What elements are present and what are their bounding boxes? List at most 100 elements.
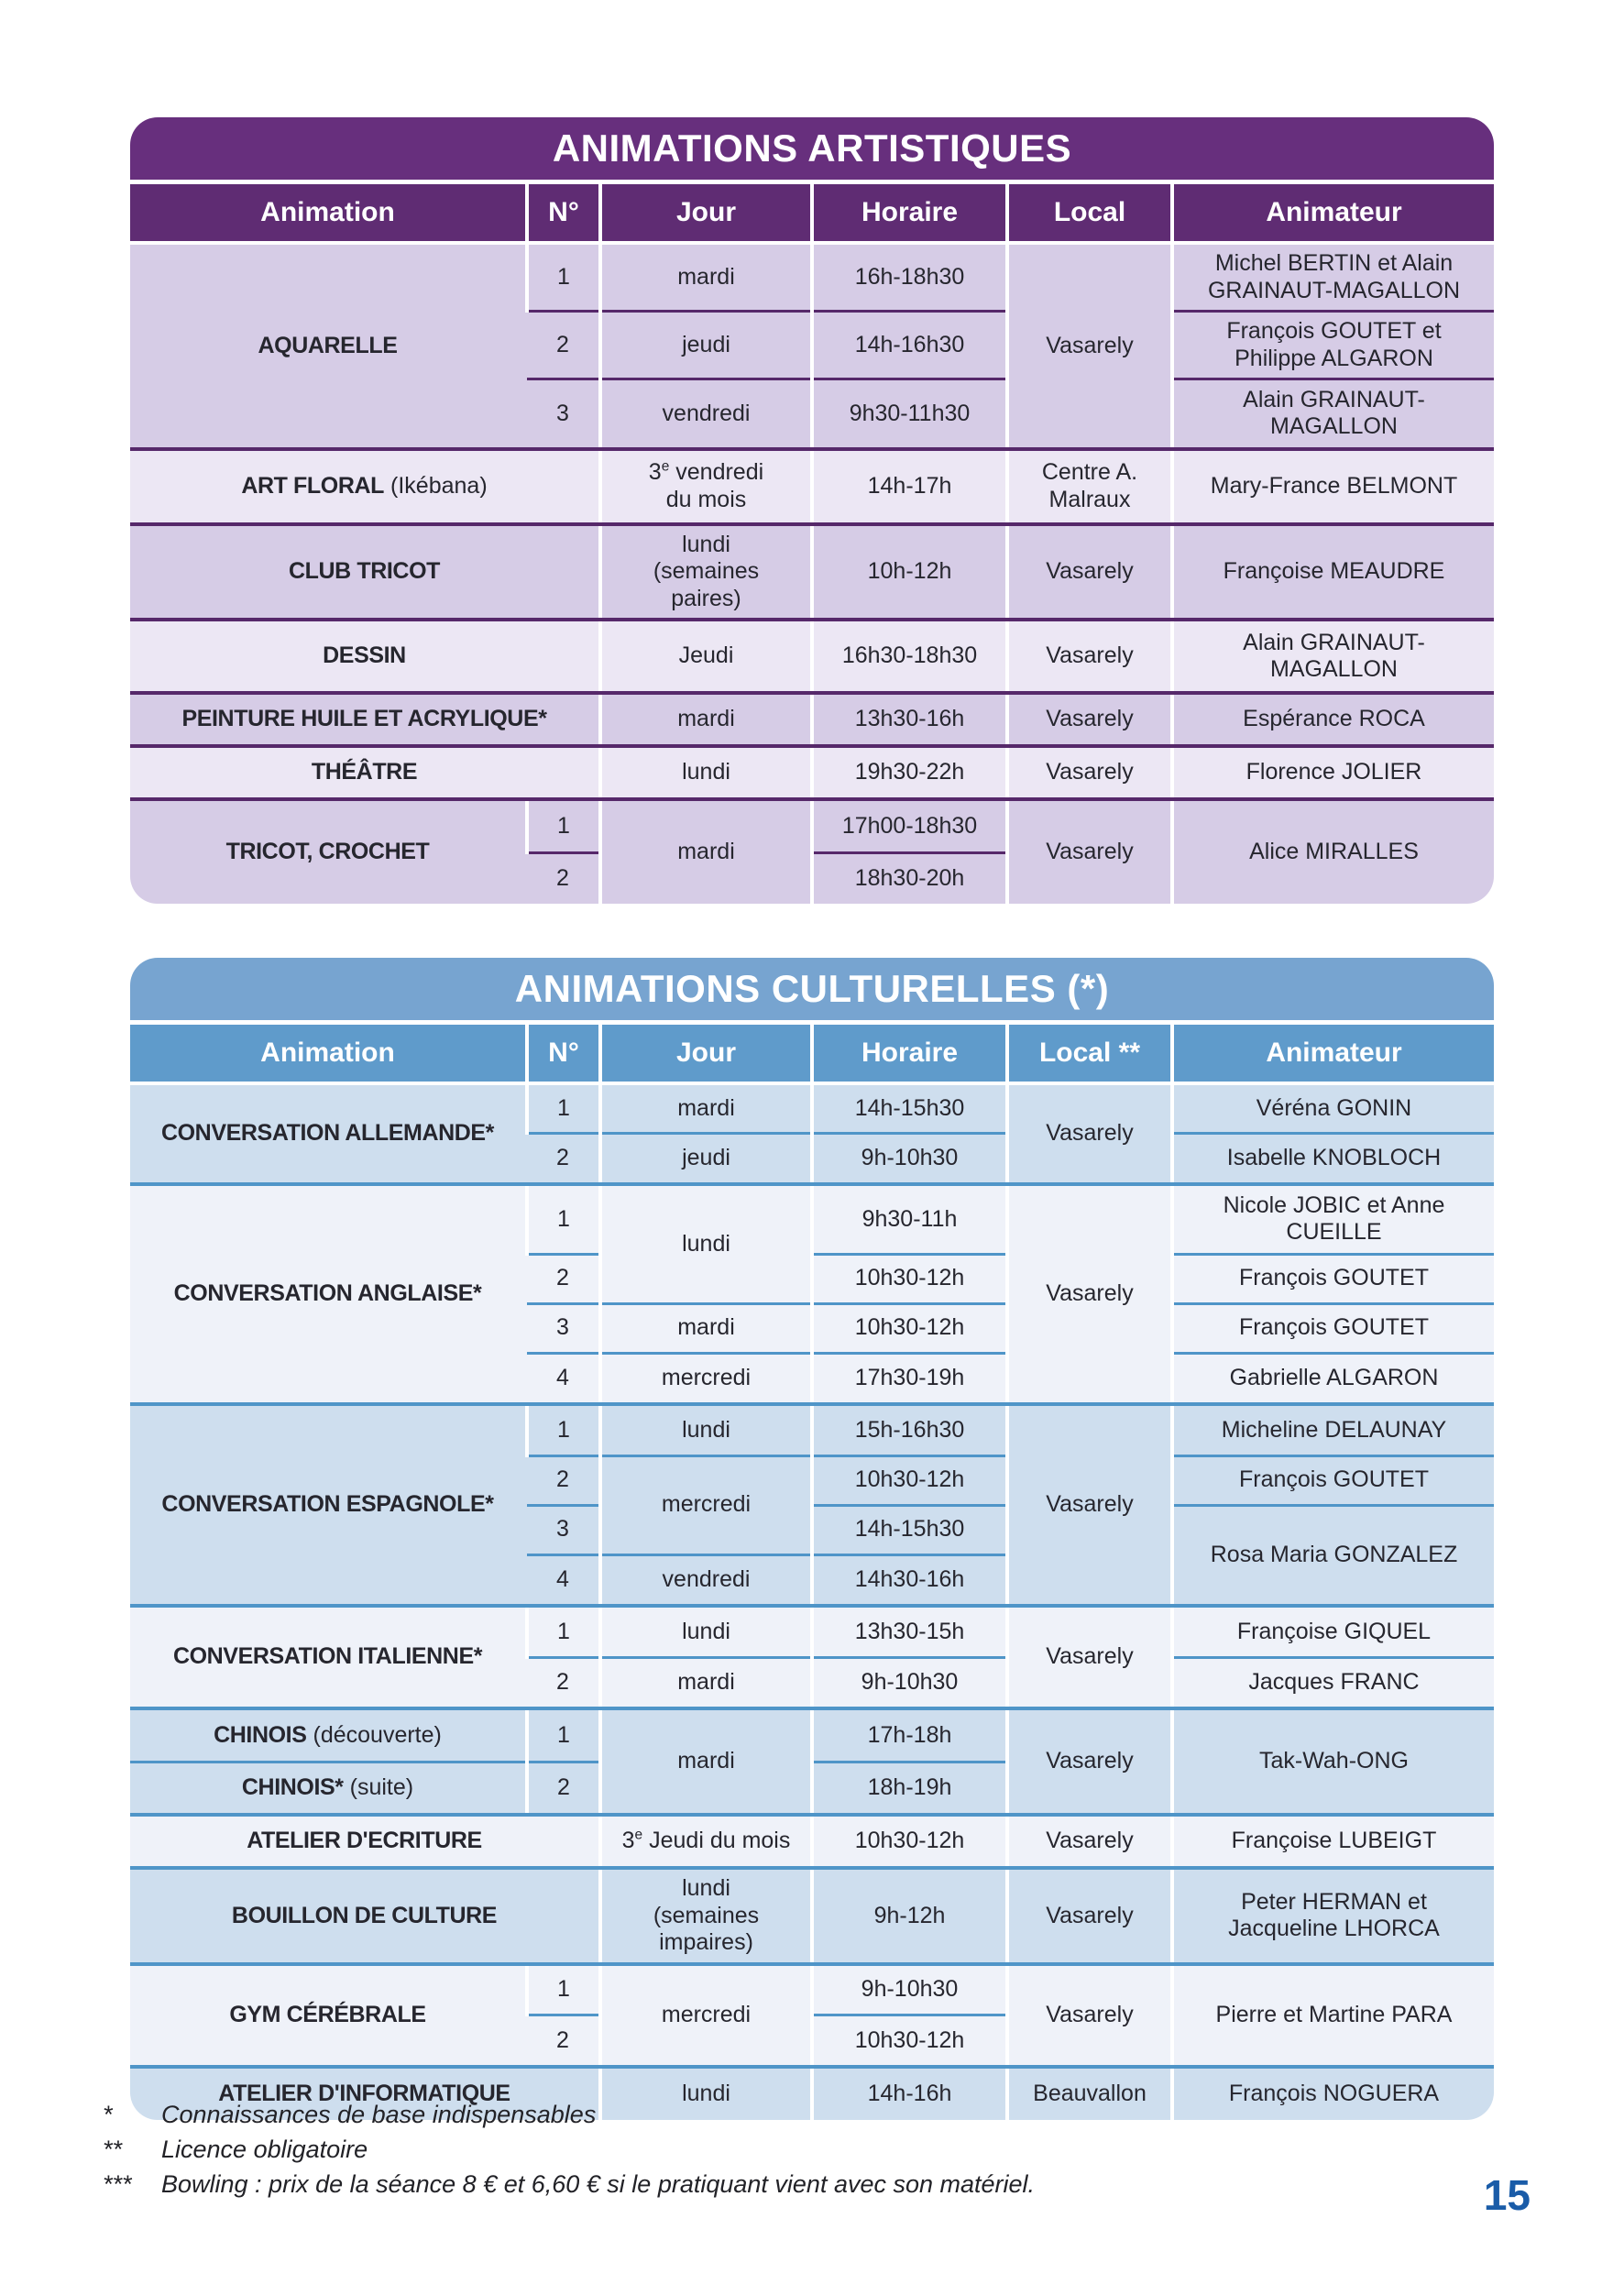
animateur-cell: François GOUTET [1170,1454,1494,1505]
footnote: * Connaissances de base indispensables [103,2101,1477,2129]
footnote-symbol: *** [103,2170,132,2198]
animations-culturelles-table: ANIMATIONS CULTURELLES (*) Animation N° … [130,958,1494,2120]
table-row: CLUB TRICOT lundi (semaines paires) 10h-… [130,525,1494,618]
horaire-cell: 14h-15h30 [810,1503,1007,1554]
activity-name-cell: GYM CÉRÉBRALE [130,1965,527,2065]
table-row: 2 10h30-12h François GOUTET [130,1252,1494,1303]
activity-name-cell: CLUB TRICOT [130,525,600,618]
row-separator [130,618,1494,621]
col-header-animateur: Animateur [1170,1025,1494,1085]
col-header-jour: Jour [598,1025,812,1085]
horaire-cell: 19h30-22h [810,748,1007,797]
activity-name-cell: CHINOIS* (suite) [130,1760,527,1813]
jour-cell: mardi [598,801,812,904]
activity-name-cell: PEINTURE HUILE ET ACRYLIQUE* [130,695,600,744]
activity-name-cell: BOUILLON DE CULTURE [130,1870,600,1962]
num-cell: 1 [525,801,600,852]
horaire-cell: 13h30-15h [810,1608,1007,1657]
horaire-cell: 14h-16h [810,2068,1007,2120]
table-row: TRICOT, CROCHET 1 mardi 17h00-18h30 Vasa… [130,801,1494,904]
animateur-cell: Alice MIRALLES [1170,801,1494,904]
footnote-text: Licence obligatoire [161,2136,368,2163]
num-cell: 1 [525,1406,600,1455]
local-cell: Vasarely [1005,1406,1172,1604]
horaire-cell: 17h30-19h [810,1351,1007,1402]
num-cell: 1 [525,1608,600,1657]
num-cell: 2 [527,310,600,379]
activity-name-cell: ATELIER D'ECRITURE [130,1817,600,1866]
row-separator [130,1182,1494,1186]
table-row: 3 vendredi 9h30-11h30 Alain GRAINAUT-MAG… [130,378,1494,447]
row-separator [130,522,1494,526]
activity-name-suffix: (Ikébana) [390,472,488,499]
local-cell: Vasarely [1005,1965,1172,2065]
horaire-cell: 16h30-18h30 [810,621,1007,691]
col-header-num: N° [525,184,600,245]
activity-name-cell: THÉÂTRE [130,748,600,797]
animateur-cell: François GOUTET et Philippe ALGARON [1170,310,1494,379]
jour-cell: mardi [598,1655,812,1707]
activity-name-cell: CHINOIS (découverte) [130,1710,527,1762]
row-separator [130,1866,1494,1870]
num-cell: 2 [527,2014,600,2065]
row-separator [130,1604,1494,1608]
animateur-cell: Françoise LUBEIGT [1170,1817,1494,1866]
num-cell: 2 [525,1760,600,1813]
animateur-cell: Françoise GIQUEL [1170,1608,1494,1657]
horaire-cell: 17h-18h [810,1710,1007,1762]
local-cell: Vasarely [1005,1870,1172,1962]
table-row: GYM CÉRÉBRALE 1 mercredi 9h-10h30 Vasare… [130,1965,1494,2065]
horaire-cell: 14h30-16h [810,1553,1007,1604]
jour-cell: mercredi [598,1965,812,2065]
activity-name: ART FLORAL [241,472,385,499]
local-cell: Vasarely [1005,621,1172,691]
table-row: DESSIN Jeudi 16h30-18h30 Vasarely Alain … [130,621,1494,691]
local-cell: Vasarely [1005,1710,1172,1813]
num-cell: 1 [525,1186,600,1254]
jour-cell: mercredi [598,1351,812,1402]
table-row: 3 14h-15h30 Rosa Maria GONZALEZ [130,1503,1494,1604]
local-cell: Vasarely [1005,1083,1172,1182]
local-cell: Vasarely [1005,243,1172,447]
activity-name-cell: CONVERSATION ANGLAISE* [130,1186,527,1402]
animateur-cell: François GOUTET [1170,1252,1494,1303]
table-row: 2 mardi 9h-10h30 Jacques FRANC [130,1655,1494,1707]
activity-name-suffix: (suite) [349,1774,414,1800]
jour-cell: mardi [598,1710,812,1813]
col-header-horaire: Horaire [810,184,1007,245]
jour-cell: lundi [598,1608,812,1657]
horaire-cell: 18h-19h [810,1760,1007,1813]
table-row: CHINOIS (découverte) 1 mardi 17h-18h Vasa… [130,1710,1494,1813]
animateur-cell: Micheline DELAUNAY [1170,1406,1494,1455]
table-row: 4 vendredi 14h30-16h [130,1553,1494,1604]
animateur-cell: Pierre et Martine PARA [1170,1965,1494,2065]
table-row: CONVERSATION ESPAGNOLE* 1 lundi 15h-16h3… [130,1406,1494,1604]
footnote: *** Bowling : prix de la séance 8 € et 6… [103,2170,1477,2199]
animations-artistiques-table: ANIMATIONS ARTISTIQUES Animation N° Jour… [130,117,1494,904]
jour-cell: lundi (semaines impaires) [598,1870,812,1962]
num-cell: 3 [527,378,600,447]
animateur-cell: Espérance ROCA [1170,695,1494,744]
row-separator [130,691,1494,695]
horaire-cell: 10h30-12h [810,1454,1007,1505]
local-cell: Vasarely [1005,695,1172,744]
jour-cell: mardi [598,1301,812,1353]
animateur-cell: Véréna GONIN [1170,1083,1494,1133]
table-row: PEINTURE HUILE ET ACRYLIQUE* mardi 13h30… [130,695,1494,744]
jour-cell: vendredi [598,1553,812,1604]
horaire-cell: 9h30-11h30 [810,378,1007,447]
table-row: CONVERSATION ITALIENNE* 1 lundi 13h30-15… [130,1608,1494,1707]
horaire-cell: 10h30-12h [810,2014,1007,2065]
horaire-cell: 14h-16h30 [810,310,1007,379]
animateur-cell: François GOUTET [1170,1301,1494,1353]
jour-cell: Jeudi [598,621,812,691]
num-cell: 2 [527,1454,600,1505]
animateur-cell: Alain GRAINAUT-MAGALLON [1170,378,1494,447]
local-cell: Vasarely [1005,1186,1172,1402]
header-row: Animation N° Jour Horaire Local ** Anima… [130,1025,1494,1085]
local-cell: Vasarely [1005,1608,1172,1707]
horaire-cell: 10h30-12h [810,1301,1007,1353]
animateur-cell: François NOGUERA [1170,2068,1494,2120]
table-title: ANIMATIONS CULTURELLES (*) [130,958,1494,1025]
